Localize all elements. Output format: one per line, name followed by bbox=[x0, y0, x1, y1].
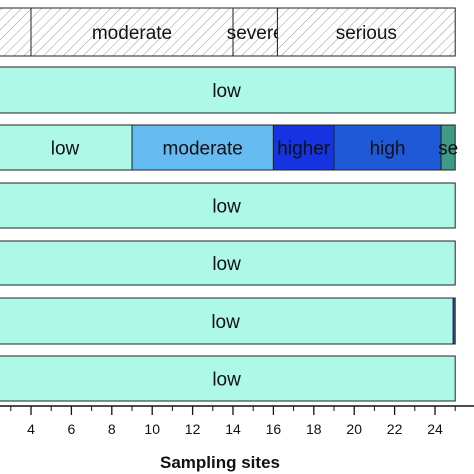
x-tick-label: 12 bbox=[185, 421, 201, 437]
x-tick-label: 24 bbox=[427, 421, 443, 437]
x-tick-label: 6 bbox=[68, 421, 76, 437]
segment-label: higher bbox=[277, 139, 330, 160]
segment-label: low bbox=[212, 370, 241, 391]
segment-label: high bbox=[370, 139, 406, 160]
chart-row: low bbox=[0, 66, 456, 114]
chart-row: low bbox=[0, 240, 456, 286]
bar-segment bbox=[0, 7, 32, 57]
chart-row: low bbox=[0, 355, 456, 402]
x-axis: 4 6 8 10 12 14 16 18 20 22 24 Sampling sites bbox=[0, 405, 474, 472]
chart-row: low bbox=[0, 182, 456, 229]
bar-segment bbox=[0, 297, 454, 345]
bar-segment bbox=[30, 7, 234, 57]
chart-rows: moderate severe serious low low moderate highe… bbox=[0, 7, 458, 402]
x-tick-label: 20 bbox=[346, 421, 362, 437]
x-tick-label: 18 bbox=[306, 421, 322, 437]
bar-segment bbox=[333, 124, 442, 171]
segment-label: moderate bbox=[163, 139, 243, 160]
segment-label: se bbox=[438, 139, 458, 160]
bar-segment bbox=[452, 297, 456, 345]
segment-label: low bbox=[51, 139, 80, 160]
bar-segment bbox=[440, 124, 456, 171]
x-axis-ticks: 4 6 8 10 12 14 16 18 20 22 24 bbox=[10, 406, 456, 437]
chart-row: low bbox=[0, 297, 456, 345]
segment-label: low bbox=[212, 197, 241, 218]
segment-label: moderate bbox=[92, 23, 172, 44]
bar-segment bbox=[0, 182, 456, 229]
x-tick-label: 4 bbox=[27, 421, 35, 437]
x-tick-label: 22 bbox=[387, 421, 403, 437]
x-tick-label: 8 bbox=[108, 421, 116, 437]
bar-segment bbox=[232, 7, 278, 57]
bar-segment bbox=[276, 7, 456, 57]
x-tick-label: 14 bbox=[225, 421, 241, 437]
bar-segment bbox=[0, 240, 456, 286]
segment-label: severe bbox=[227, 23, 284, 44]
chart-row: low moderate higher high se bbox=[0, 124, 458, 171]
segment-label: low bbox=[211, 312, 240, 333]
bar-segment bbox=[0, 66, 456, 114]
segment-label: low bbox=[212, 81, 241, 102]
x-axis-title: Sampling sites bbox=[160, 453, 280, 472]
x-tick-label: 16 bbox=[266, 421, 282, 437]
bar-segment bbox=[0, 355, 456, 402]
x-tick-label: 10 bbox=[144, 421, 160, 437]
segment-label: serious bbox=[336, 23, 397, 44]
chart-row: moderate severe serious bbox=[0, 7, 456, 57]
segment-label: low bbox=[212, 254, 241, 275]
